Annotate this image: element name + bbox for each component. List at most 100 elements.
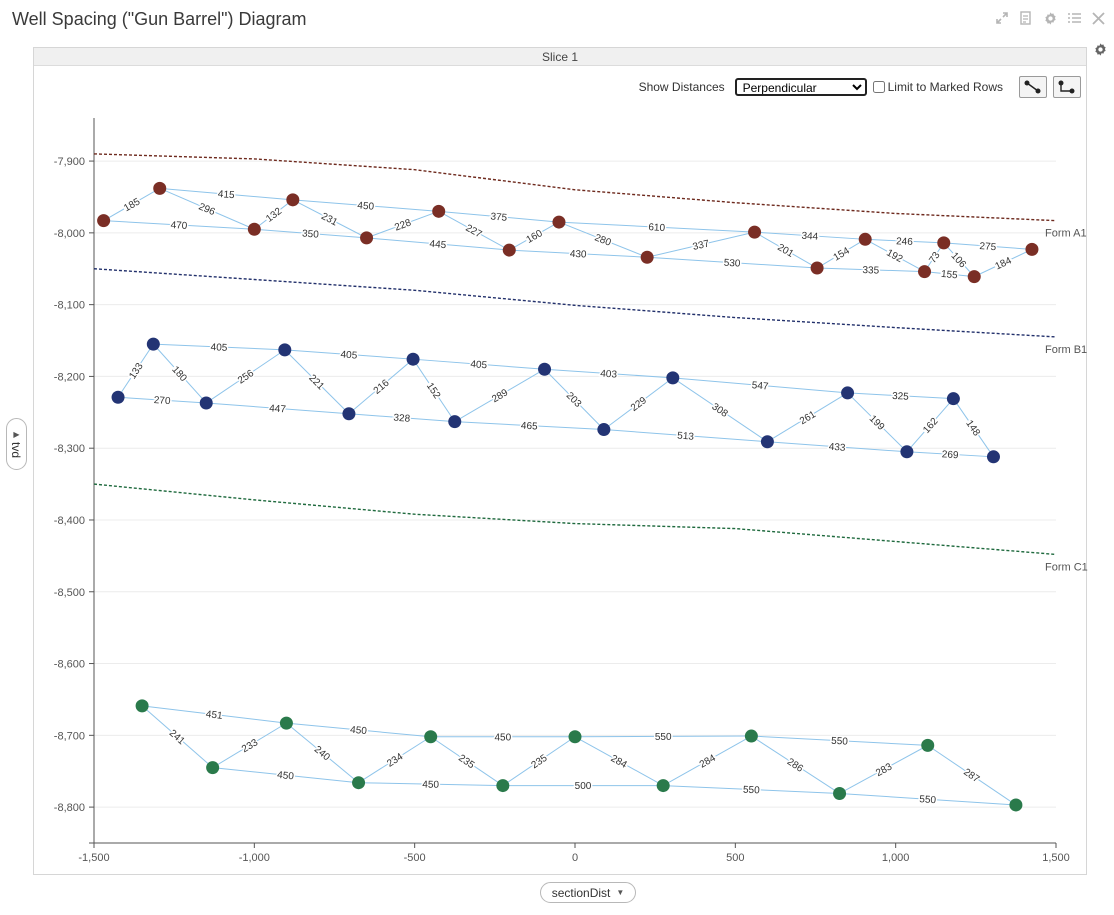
distance-line: [159, 187, 293, 201]
well-point: [744, 729, 758, 743]
straight-line-mode-button[interactable]: [1019, 76, 1047, 98]
y-tick-label: -8,100: [54, 300, 85, 312]
distance-label: 445: [429, 239, 447, 251]
limit-marked-rows[interactable]: Limit to Marked Rows: [872, 80, 1003, 94]
x-tick-label: 0: [572, 852, 578, 864]
distance-line: [284, 349, 350, 415]
well-point: [1025, 242, 1039, 256]
chart-controls: Show Distances Perpendicular Limit to Ma…: [639, 76, 1081, 98]
x-tick-label: -1,000: [239, 852, 270, 864]
distance-label: 286: [785, 756, 805, 775]
x-tick-label: 500: [726, 852, 744, 864]
well-point: [342, 407, 356, 421]
distance-line: [212, 767, 359, 784]
distance-line: [286, 722, 359, 784]
export-icon[interactable]: [1018, 10, 1034, 26]
y-tick-label: -7,900: [54, 156, 85, 168]
distance-line: [254, 228, 367, 239]
y-tick-label: -8,300: [54, 443, 85, 455]
distance-label: 513: [677, 431, 695, 443]
distance-label: 547: [751, 380, 769, 392]
x-tick-label: -500: [404, 852, 426, 864]
show-distances-label: Show Distances: [638, 80, 725, 94]
distance-label: 405: [340, 349, 358, 361]
distance-label: 337: [692, 238, 711, 253]
close-icon[interactable]: [1090, 10, 1106, 26]
well-point: [656, 779, 670, 793]
distance-label: 344: [801, 231, 819, 243]
distance-line: [412, 358, 456, 422]
well-point: [640, 250, 654, 264]
straight-line-icon: [1024, 80, 1041, 94]
well-point: [406, 352, 420, 366]
x-tick-label: 1,000: [882, 852, 910, 864]
distance-line: [864, 238, 925, 273]
distance-line: [817, 267, 925, 273]
limit-marked-rows-checkbox[interactable]: [872, 81, 885, 93]
distance-label: 275: [979, 241, 997, 253]
y-tick-label: -8,000: [54, 228, 85, 240]
well-point: [810, 261, 824, 275]
well-point: [424, 730, 438, 744]
well-point: [552, 215, 566, 229]
distance-label: 261: [798, 409, 818, 427]
distance-line: [438, 210, 510, 251]
distance-line: [117, 343, 154, 398]
y-tick-label: -8,800: [54, 802, 85, 814]
well-point: [352, 776, 366, 790]
x-axis-selector-label: sectionDist: [551, 885, 611, 900]
distance-line: [943, 242, 975, 277]
distance-line: [558, 221, 755, 233]
distance-line: [103, 187, 160, 222]
distance-label: 246: [896, 236, 914, 248]
well-point: [946, 392, 960, 406]
caret-down-icon: ▼: [616, 887, 625, 897]
caret-right-icon: ▶: [13, 430, 20, 439]
well-point: [538, 362, 552, 376]
distance-label: 465: [521, 421, 539, 433]
distance-label: 430: [570, 249, 588, 261]
distance-label: 328: [393, 413, 411, 425]
formation-label: Form C1: [1045, 561, 1088, 573]
gear-icon[interactable]: [1042, 10, 1058, 26]
distance-label: 180: [169, 364, 189, 384]
well-point: [1009, 798, 1023, 812]
distance-label: 375: [490, 211, 508, 223]
distance-line: [767, 392, 848, 443]
distance-line: [358, 782, 503, 787]
well-point: [502, 243, 516, 257]
limit-marked-rows-label: Limit to Marked Rows: [887, 80, 1003, 94]
expand-icon[interactable]: [994, 10, 1010, 26]
distance-label: 284: [698, 753, 718, 771]
distance-label: 201: [775, 242, 795, 260]
settings-gear-icon[interactable]: [1093, 42, 1109, 58]
distance-mode-select[interactable]: Perpendicular: [734, 78, 867, 96]
distance-line: [430, 736, 504, 786]
y-axis-selector-label: tvd: [9, 441, 24, 459]
distance-line: [839, 744, 928, 794]
distance-line: [865, 238, 944, 244]
distance-line: [906, 398, 954, 453]
distance-label: 221: [306, 373, 326, 393]
y-axis-selector[interactable]: ▶ tvd: [6, 418, 27, 470]
elbow-line-mode-button[interactable]: [1053, 76, 1081, 98]
distance-line: [952, 398, 994, 458]
x-axis-selector[interactable]: sectionDist ▼: [540, 882, 636, 903]
distance-line: [754, 231, 818, 269]
well-point: [666, 371, 680, 385]
well-point: [833, 786, 847, 800]
distance-line: [974, 248, 1033, 278]
distance-line: [118, 396, 207, 404]
well-point: [135, 699, 149, 713]
distance-line: [544, 368, 605, 430]
distance-line: [366, 210, 439, 239]
distance-line: [348, 358, 414, 415]
list-icon[interactable]: [1066, 10, 1082, 26]
distance-line: [672, 377, 768, 443]
distance-line: [847, 392, 954, 400]
distance-line: [286, 722, 431, 738]
formation-line: [93, 268, 1057, 338]
distance-line: [509, 249, 648, 258]
distance-line: [413, 358, 545, 370]
y-tick-label: -8,600: [54, 659, 85, 671]
